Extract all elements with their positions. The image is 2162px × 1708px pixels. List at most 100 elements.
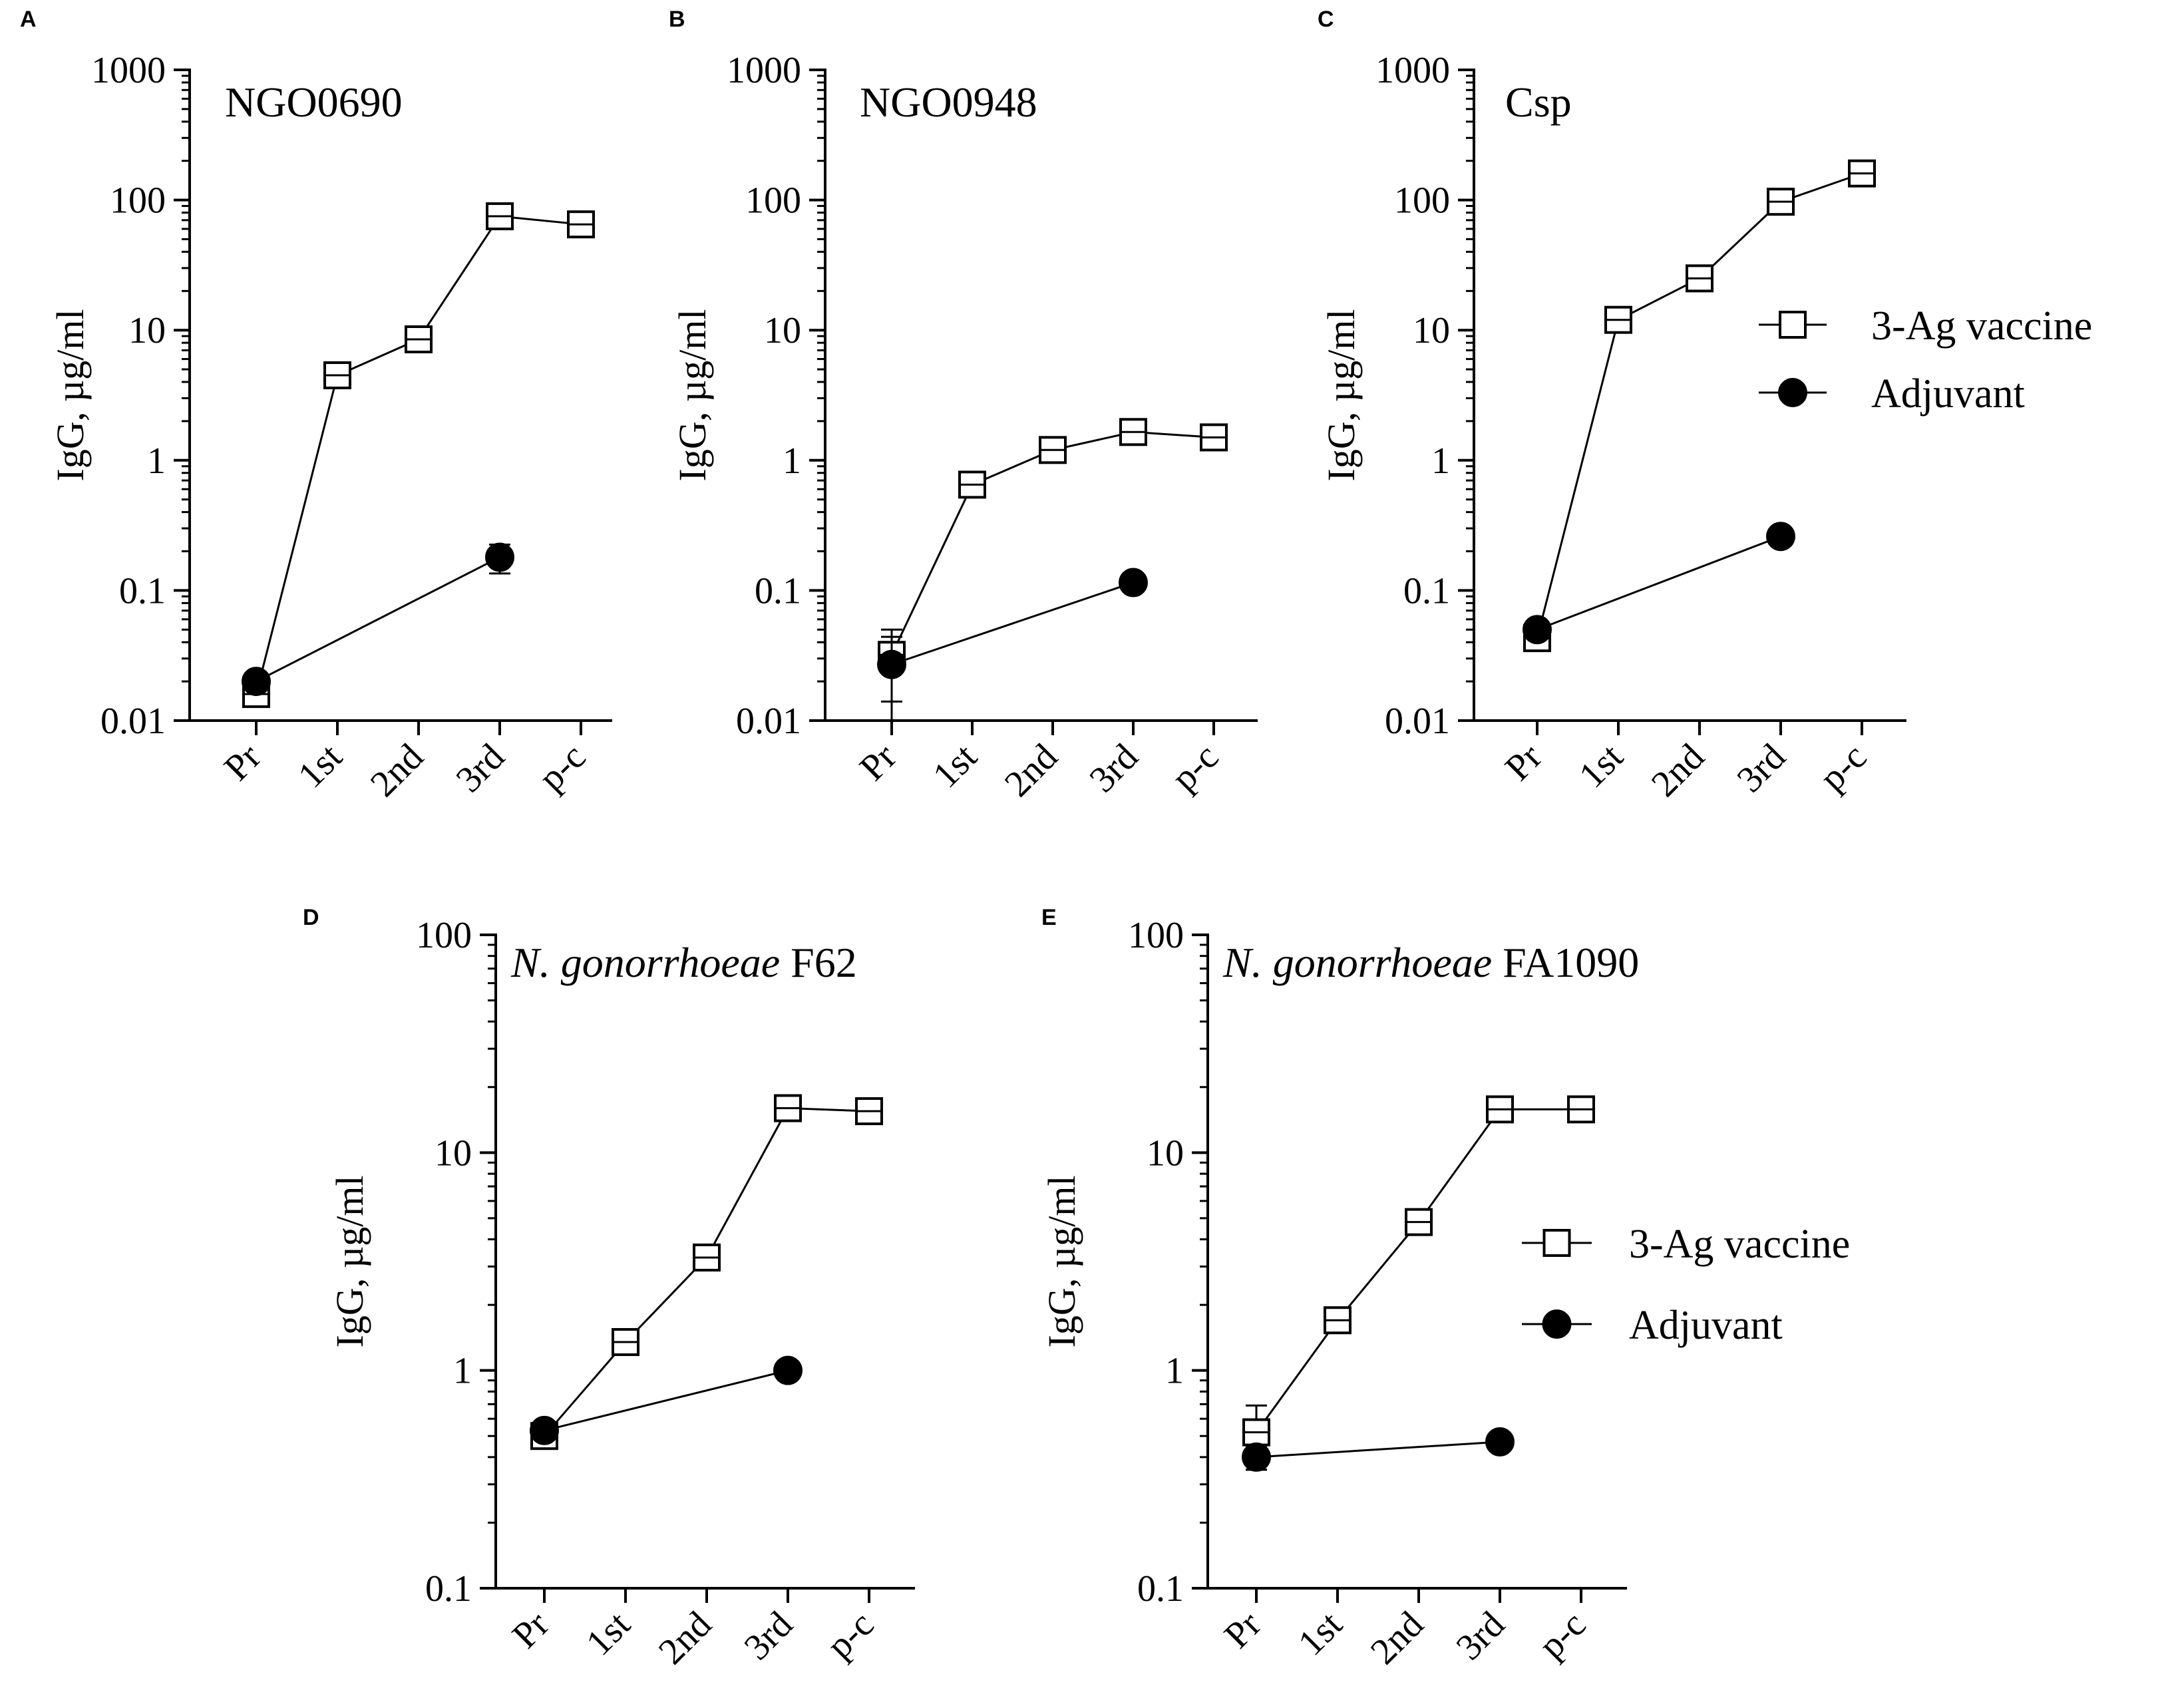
data-point-adjuvant	[242, 667, 271, 697]
chart-title-italic: N. gonorrhoeae	[510, 939, 791, 986]
y-tick-label: 0.01	[736, 701, 801, 742]
data-point-adjuvant	[1766, 522, 1795, 552]
data-point-adjuvant	[1523, 615, 1552, 645]
legend-label-adjuvant: Adjuvant	[1871, 371, 2025, 417]
y-tick-label: 100	[1128, 915, 1184, 956]
y-axis-title: IgG, µg/ml	[671, 309, 714, 482]
chart-panel-d: D 0.1 1 10 100 Pr 1st 2nd 3rd p-c IgG, µg/ml N. gon…	[303, 905, 915, 1673]
legend-marker-adjuvant	[1542, 1309, 1572, 1339]
chart-title-strain: FA1090	[1503, 939, 1639, 986]
legend-label-adjuvant: Adjuvant	[1629, 1303, 1783, 1348]
y-axis-title: IgG, µg/ml	[1320, 309, 1363, 482]
series-line-vaccine	[890, 430, 1214, 655]
legend-marker-vaccine	[1542, 1229, 1571, 1257]
y-tick-label: 10	[1147, 1132, 1184, 1174]
y-tick-label: 10	[1413, 310, 1450, 351]
y-tick-label: 100	[416, 915, 472, 956]
series-line-vaccine	[255, 215, 582, 695]
x-tick-label: 1st	[925, 736, 985, 796]
x-tick-label: Pr	[504, 1604, 557, 1656]
x-tick-label: p-c	[531, 736, 594, 798]
y-tick-label: 100	[1394, 180, 1450, 222]
chart-panel-a: A 0.01 0.1 1 10 100 1000 Pr 1st 2nd 3rd p-c IgG, µg/…	[20, 7, 612, 805]
y-tick-label: 1	[147, 440, 166, 482]
series-adjuvant	[877, 568, 1148, 722]
y-tick-label: 0.1	[1137, 1568, 1184, 1610]
series-adjuvant	[1523, 522, 1795, 645]
x-tick-label: Pr	[852, 736, 904, 788]
y-tick-label: 0.01	[100, 701, 166, 742]
series-vaccine	[878, 418, 1228, 703]
series-line-adjuvant	[544, 1369, 789, 1432]
x-tick-label: 3rd	[1729, 736, 1794, 800]
series-vaccine	[1242, 1095, 1595, 1471]
x-tick-label: 1st	[578, 1604, 638, 1663]
y-axis-title: IgG, µg/ml	[1040, 1176, 1083, 1348]
data-point-adjuvant	[1119, 568, 1148, 598]
chart-panel-e: E 0.1 1 10 100 Pr 1st 2nd 3rd p-c IgG, µg/ml N. gon…	[1040, 905, 1850, 1673]
x-tick-label: 3rd	[737, 1604, 801, 1668]
panel-letter: E	[1041, 905, 1057, 930]
series-line-adjuvant	[1536, 535, 1781, 631]
x-tick-label: 1st	[1571, 736, 1631, 796]
legend: 3-Ag vaccine Adjuvant	[1759, 303, 2092, 417]
chart-title: Csp	[1505, 79, 1572, 126]
series-line-vaccine	[543, 1107, 870, 1437]
y-axis-title: IgG, µg/ml	[49, 309, 92, 482]
y-tick-label: 10	[435, 1132, 472, 1174]
panel-letter: B	[669, 7, 685, 32]
x-tick-label: 3rd	[1449, 1604, 1513, 1668]
series-adjuvant	[242, 542, 514, 697]
series-vaccine	[242, 202, 595, 709]
chart-title-italic: N. gonorrhoeae	[1222, 939, 1503, 986]
y-axis-title: IgG, µg/ml	[328, 1176, 371, 1348]
x-tick-label: 1st	[290, 736, 350, 796]
y-tick-label: 1	[1431, 440, 1450, 482]
legend-marker-vaccine	[1779, 311, 1807, 339]
series-adjuvant	[1242, 1427, 1515, 1472]
legend: 3-Ag vaccine Adjuvant	[1522, 1222, 1850, 1348]
y-tick-label: 0.1	[755, 570, 801, 611]
panel-letter: C	[1318, 7, 1334, 32]
chart-title: N. gonorrhoeae F62	[510, 939, 857, 986]
data-point-adjuvant	[530, 1415, 559, 1445]
series-line-adjuvant	[891, 582, 1134, 666]
chart-title: NGO0690	[225, 79, 403, 126]
chart-panel-b: B 0.01 0.1 1 10 100 1000 Pr 1st 2nd 3rd p-c IgG, µg/…	[669, 7, 1258, 805]
chart-title-strain: F62	[791, 939, 857, 986]
x-tick-label: p-c	[1531, 1604, 1594, 1666]
x-tick-label: p-c	[1164, 736, 1226, 798]
x-tick-label: p-c	[819, 1604, 882, 1666]
y-tick-label: 0.1	[425, 1568, 472, 1610]
series-vaccine	[530, 1094, 883, 1451]
legend-marker-adjuvant	[1778, 378, 1807, 407]
series-line-adjuvant	[1256, 1441, 1501, 1458]
panel-letter: D	[303, 905, 319, 930]
x-tick-label: 2nd	[1644, 736, 1712, 804]
y-tick-label: 10	[128, 310, 166, 351]
series-line-adjuvant	[256, 556, 500, 683]
x-tick-label: p-c	[1812, 736, 1875, 798]
y-tick-label: 1000	[727, 50, 801, 91]
y-tick-label: 100	[110, 180, 166, 222]
y-tick-label: 10	[764, 310, 801, 351]
data-point-adjuvant	[1242, 1442, 1271, 1472]
chart-title: N. gonorrhoeae FA1090	[1222, 939, 1639, 986]
x-tick-label: Pr	[1497, 736, 1550, 788]
chart-panel-c: C 0.01 0.1 1 10 100 1000 Pr 1st 2nd 3rd p-c IgG, µg/…	[1318, 7, 2092, 805]
x-tick-label: 1st	[1290, 1604, 1350, 1663]
legend-label-vaccine: 3-Ag vaccine	[1629, 1222, 1850, 1267]
x-tick-label: Pr	[216, 736, 269, 788]
panel-letter: A	[20, 7, 37, 32]
y-tick-label: 1	[453, 1351, 472, 1392]
data-point-adjuvant	[1485, 1427, 1515, 1456]
series-adjuvant	[530, 1355, 803, 1445]
x-tick-label: 2nd	[1363, 1604, 1431, 1672]
data-point-adjuvant	[773, 1355, 803, 1385]
y-tick-label: 1	[783, 440, 801, 482]
y-tick-label: 0.01	[1385, 701, 1450, 742]
x-tick-label: 2nd	[651, 1604, 719, 1672]
x-tick-label: 3rd	[1082, 736, 1147, 800]
y-tick-label: 1	[1165, 1351, 1184, 1392]
